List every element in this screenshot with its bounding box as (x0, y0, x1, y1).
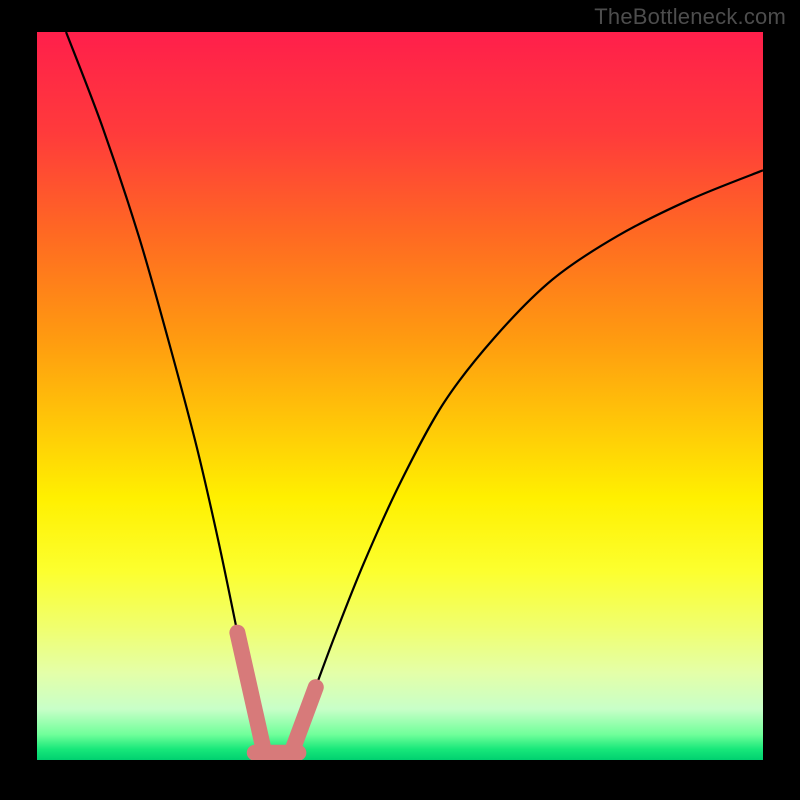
bottleneck-chart (0, 0, 800, 800)
watermark-text: TheBottleneck.com (594, 4, 786, 30)
plot-background (37, 32, 763, 760)
